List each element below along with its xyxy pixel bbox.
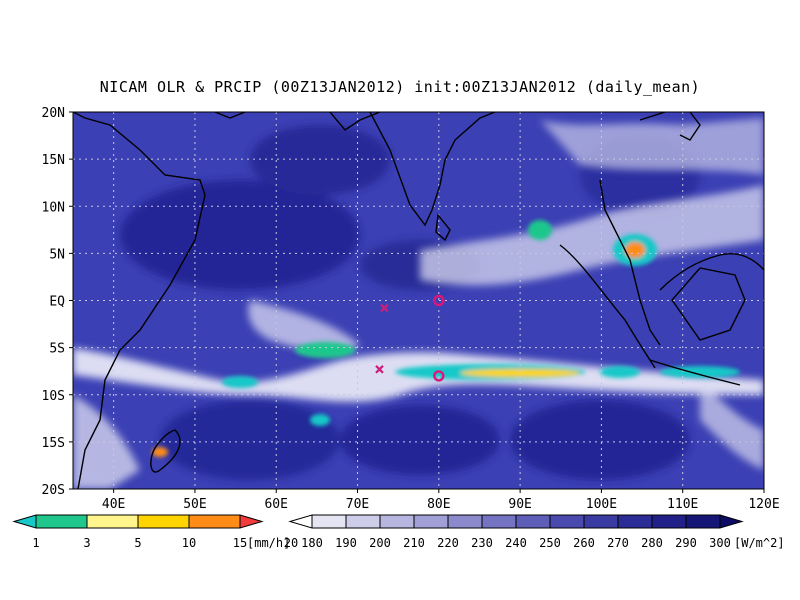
colorbar-segment [481, 514, 517, 529]
lon-label: 40E [102, 497, 125, 512]
colorbar-label: 15 [233, 536, 247, 550]
colorbar-segment [515, 514, 551, 529]
lat-label: 10S [42, 389, 65, 404]
lat-label: 15N [42, 153, 65, 168]
cross-marker [380, 303, 389, 313]
colorbar-segment [137, 514, 190, 529]
colorbar-label: 280 [641, 536, 663, 550]
colorbar-label: 290 [675, 536, 697, 550]
colorbar-segment [379, 514, 415, 529]
colorbar-segment [345, 514, 381, 529]
colorbar-label: 10 [182, 536, 196, 550]
colorbar-label: 270 [607, 536, 629, 550]
colorbar-label: 200 [369, 536, 391, 550]
precip-colorbar: 1 3 5 10 15 20[mm/h] [12, 514, 298, 550]
lat-label: 20N [42, 106, 65, 121]
colorbar-segment [685, 514, 721, 529]
olr-colorbar: 180 190 200 210 220 230 240 250 260 270 280 290 300[… [288, 514, 785, 550]
colorbar-unit: [mm/h] [247, 536, 290, 550]
colorbar-label: 1 [32, 536, 39, 550]
lat-label: EQ [49, 295, 65, 310]
colorbar-label: 190 [335, 536, 357, 550]
colorbar-label: 260 [573, 536, 595, 550]
colorbar-segment [35, 514, 88, 529]
colorbar-segment [549, 514, 585, 529]
lat-label: 15S [42, 436, 65, 451]
colorbar-segment [719, 514, 744, 529]
colorbar-segment [311, 514, 347, 529]
colorbar-label: 250 [539, 536, 561, 550]
colorbar-label: 20 [284, 536, 298, 550]
lat-label: 5S [49, 342, 65, 357]
colorbar-label: 180 [301, 536, 323, 550]
colorbar-unit: [W/m^2] [734, 536, 785, 550]
colorbar-segment [86, 514, 139, 529]
cross-marker [375, 365, 384, 374]
colorbar-segment [239, 514, 264, 529]
colorbar-label: 220 [437, 536, 459, 550]
circle-marker [433, 294, 445, 307]
lon-label: 50E [183, 497, 206, 512]
colorbar-label: 3 [83, 536, 90, 550]
colorbar-label: 240 [505, 536, 527, 550]
lon-label: 120E [748, 497, 779, 512]
colorbar-label: 210 [403, 536, 425, 550]
colorbar-label: 5 [134, 536, 141, 550]
lon-axis: 40E 50E 60E 70E 80E 90E 100E 110E 120E [102, 489, 780, 512]
colorbar-label: 230 [471, 536, 493, 550]
coastlines [73, 112, 764, 489]
colorbar-segment [413, 514, 449, 529]
colorbar-segment [288, 514, 313, 529]
lat-label: 20S [42, 483, 65, 498]
colorbar-segment [447, 514, 483, 529]
map-field [73, 112, 764, 489]
lon-label: 100E [586, 497, 617, 512]
lon-label: 90E [508, 497, 531, 512]
lon-label: 110E [667, 497, 698, 512]
lat-label: 5N [49, 247, 65, 262]
colorbar-segment [12, 514, 37, 529]
colorbar-segment [617, 514, 653, 529]
markers [375, 294, 445, 382]
lon-label: 60E [264, 497, 287, 512]
circle-marker [433, 370, 445, 382]
lon-label: 70E [346, 497, 369, 512]
lat-label: 10N [42, 200, 65, 215]
colorbar-label: 300 [709, 536, 731, 550]
lat-axis: 20N 15N 10N 5N EQ 5S 10S 15S 20S [42, 106, 73, 498]
colorbar-segment [583, 514, 619, 529]
lon-label: 80E [427, 497, 450, 512]
colorbar-segment [651, 514, 687, 529]
chart-title: NICAM OLR & PRCIP (00Z13JAN2012) init:00… [99, 78, 701, 96]
colorbar-segment [188, 514, 241, 529]
